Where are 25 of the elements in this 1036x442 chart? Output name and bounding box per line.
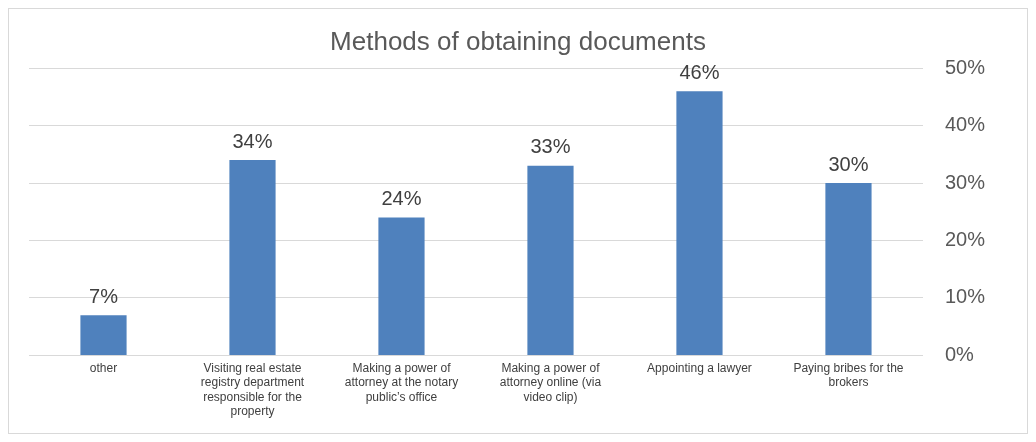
bar: [229, 160, 276, 355]
data-label: 7%: [89, 284, 119, 307]
data-label: 30%: [828, 152, 869, 175]
x-tick-label: Making a power of attorney at the notary public’s office: [344, 360, 459, 404]
y-tick-label: 10%: [944, 285, 986, 308]
y-tick-label: 50%: [944, 55, 986, 78]
data-label: 33%: [530, 135, 571, 158]
x-tick-label: other: [89, 360, 118, 375]
data-label: 46%: [679, 60, 720, 83]
chart-title: Methods of obtaining documents: [330, 25, 706, 56]
y-tick-label: 30%: [944, 170, 986, 193]
bar: [676, 91, 723, 355]
data-label: 24%: [381, 187, 422, 210]
bar: [527, 165, 574, 355]
bar: [80, 315, 127, 355]
x-tick-label: Visiting real estate registry department responsible for the property: [200, 360, 305, 419]
x-tick-label: Making a power of attorney online (via video clip): [499, 360, 602, 404]
y-tick-label: 0%: [944, 342, 975, 365]
x-tick-label: Appointing a lawyer: [647, 360, 752, 375]
y-tick-label: 40%: [944, 113, 986, 136]
bar: [378, 217, 425, 355]
data-label: 34%: [232, 129, 273, 152]
y-tick-label: 20%: [944, 228, 986, 251]
x-tick-label: Paying bribes for the brokers: [793, 360, 904, 390]
bar: [825, 183, 872, 355]
